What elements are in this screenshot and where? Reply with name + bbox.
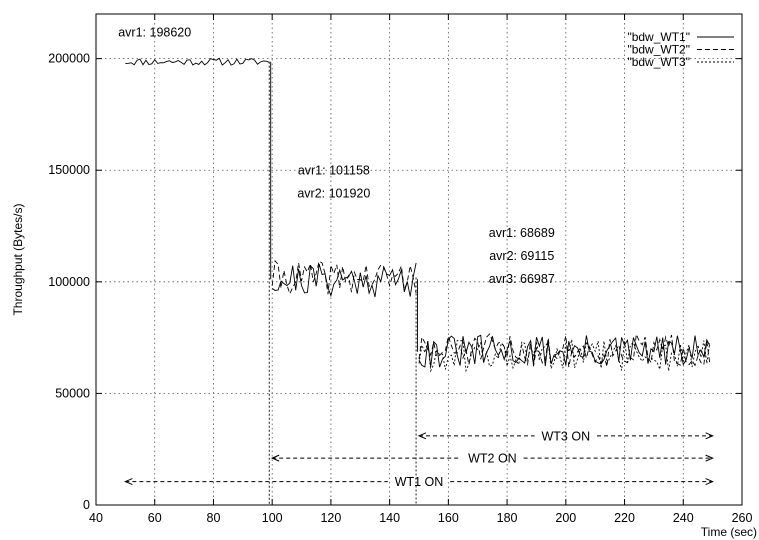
span-arrow-left xyxy=(417,432,427,440)
x-tick-label: 80 xyxy=(207,511,221,525)
x-tick-label: 40 xyxy=(89,511,103,525)
series-line-1 xyxy=(418,334,711,368)
series-line-2 xyxy=(271,259,417,295)
span-arrow-right xyxy=(705,432,714,440)
x-tick-label: 60 xyxy=(148,511,162,525)
average-annotation: avr1: 198620 xyxy=(118,25,191,39)
series-line-1 xyxy=(125,57,270,66)
span-arrow-left xyxy=(124,478,133,486)
average-annotation: avr1: 68689 xyxy=(489,226,555,240)
x-tick-label: 240 xyxy=(673,511,694,525)
y-axis-label: Throughput (Bytes/s) xyxy=(11,203,25,315)
series-line-1 xyxy=(271,262,417,298)
x-tick-label: 140 xyxy=(379,511,400,525)
series-line-3 xyxy=(418,339,711,373)
legend-label: "bdw_WT2" xyxy=(627,43,690,57)
grid xyxy=(96,14,742,505)
legend: "bdw_WT1""bdw_WT2""bdw_WT3" xyxy=(627,30,734,69)
transition-lines xyxy=(268,61,418,505)
y-tick-label: 0 xyxy=(83,498,90,512)
average-annotation: avr2: 69115 xyxy=(489,249,554,263)
x-tick-label: 180 xyxy=(497,511,518,525)
on-span-arrows: WT3 ON WT2 ON WT1 ON xyxy=(124,429,714,489)
x-tick-label: 200 xyxy=(555,511,576,525)
average-annotation: avr1: 101158 xyxy=(298,164,370,178)
series-lines xyxy=(125,57,711,373)
average-annotation: avr3: 66987 xyxy=(489,272,555,286)
y-tick-label: 200000 xyxy=(48,52,90,66)
legend-label: "bdw_WT1" xyxy=(627,30,690,44)
y-tick-label: 50000 xyxy=(55,386,90,400)
span-label: WT2 ON xyxy=(468,452,517,466)
average-annotations: avr1: 198620 avr1: 101158 avr2: 101920 avr1… xyxy=(118,25,555,286)
x-tick-label: 220 xyxy=(614,511,635,525)
y-tick-label: 150000 xyxy=(48,163,90,177)
x-axis-label: Time (sec) xyxy=(701,525,757,539)
legend-label: "bdw_WT3" xyxy=(627,55,690,69)
plot-frame xyxy=(95,13,743,506)
average-annotation: avr2: 101920 xyxy=(297,187,370,201)
span-arrow-right xyxy=(705,454,714,462)
span-label: WT1 ON xyxy=(395,475,444,489)
x-tick-label: 160 xyxy=(438,511,459,525)
span-arrow-right xyxy=(705,478,714,486)
span-arrow-left xyxy=(270,454,280,462)
x-tick-label: 260 xyxy=(732,511,753,525)
span-label: WT3 ON xyxy=(542,429,591,443)
x-tick-label: 120 xyxy=(320,511,341,525)
series-line-2 xyxy=(418,332,711,368)
axis-ticks: 40 60 80 100 120 140 160 180 200 220 240 260 0 50000 1… xyxy=(48,14,752,525)
x-tick-label: 100 xyxy=(262,511,283,525)
y-tick-label: 100000 xyxy=(48,275,90,289)
